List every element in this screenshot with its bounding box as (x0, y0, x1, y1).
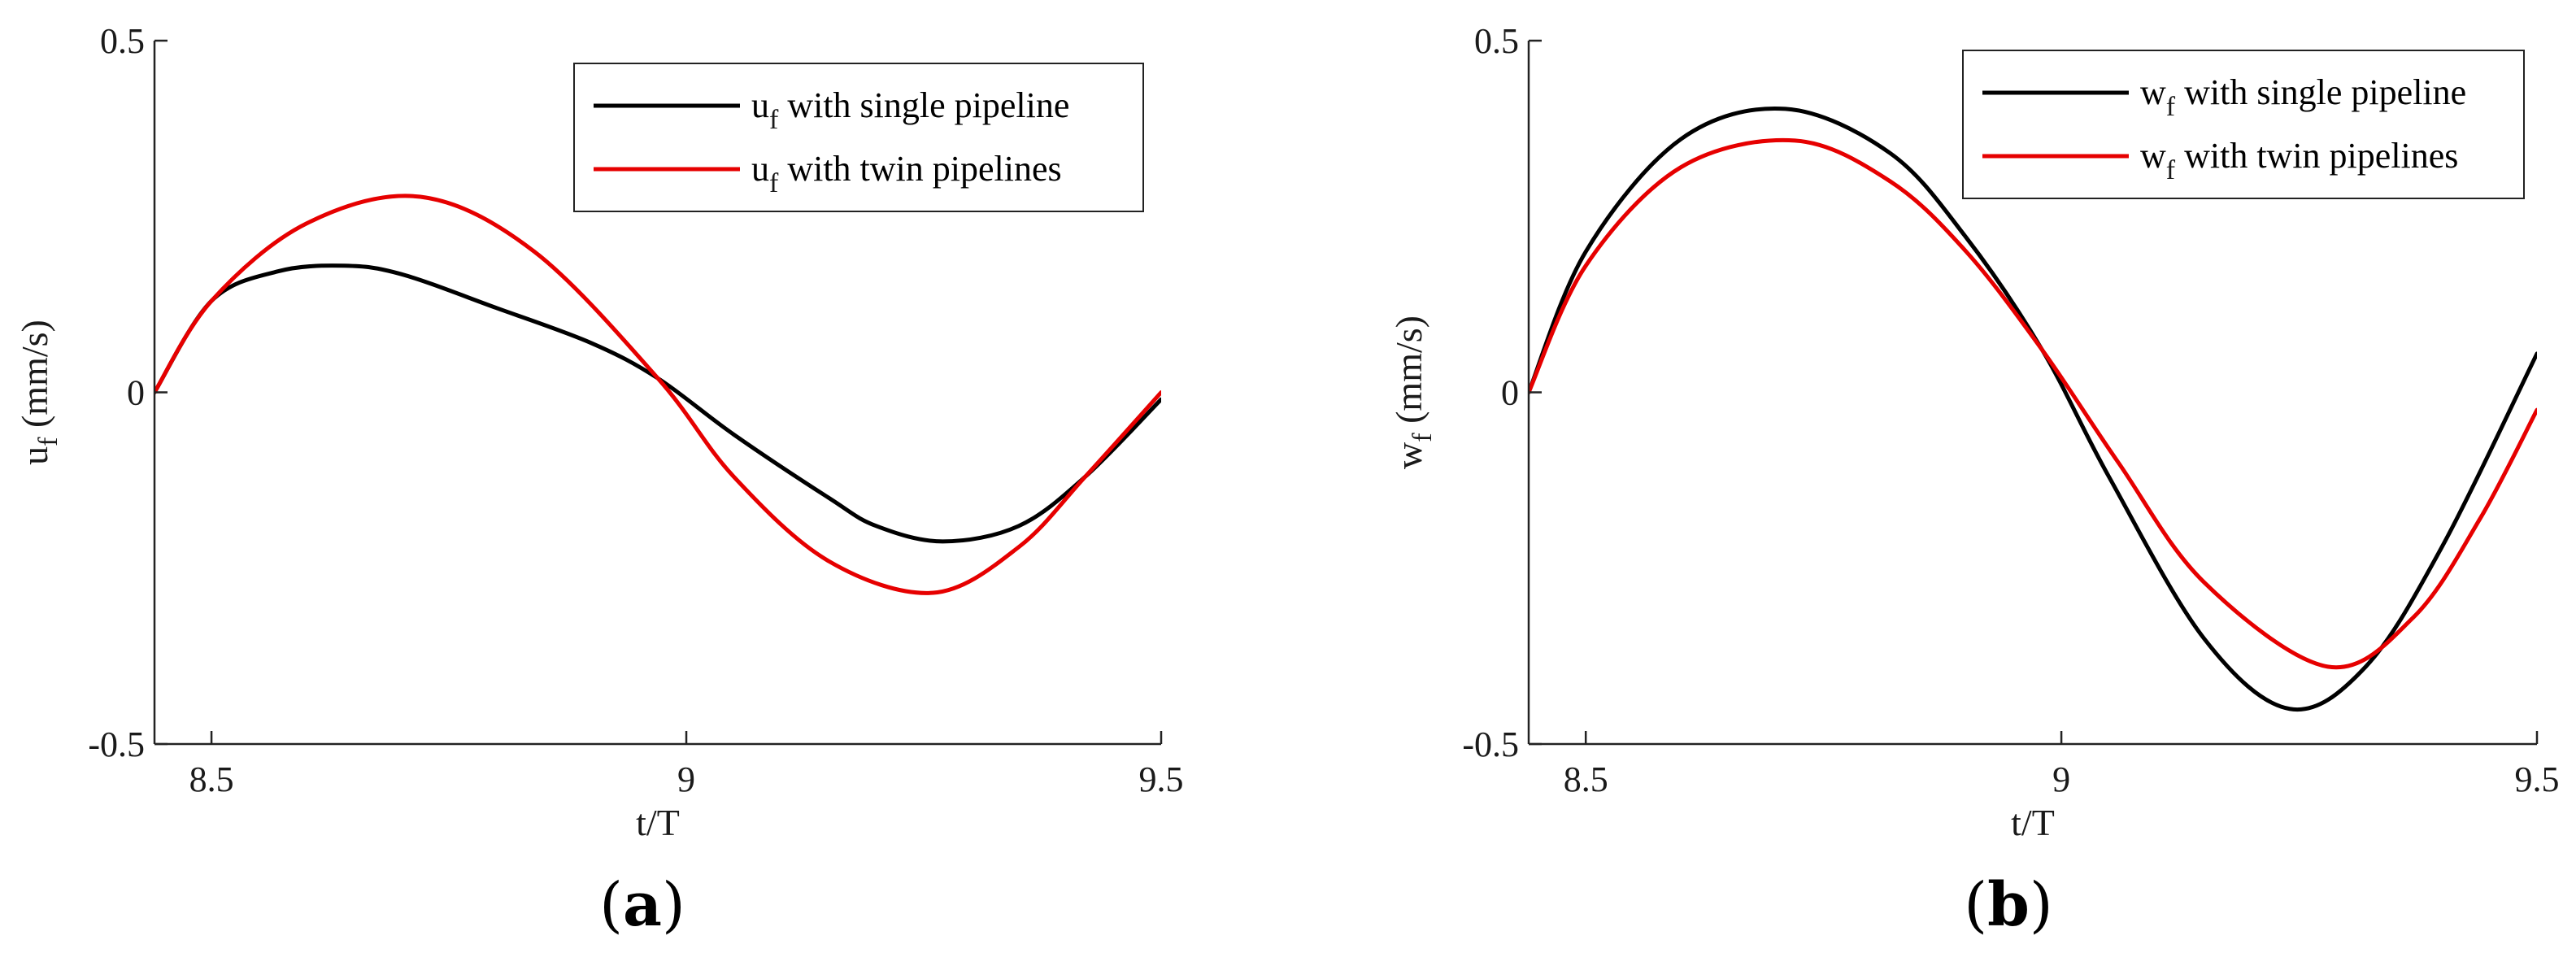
series-line-twin-pipelines (1529, 137, 2537, 670)
x-axis-label: t/T (2011, 802, 2055, 843)
y-axis-unit: (mm/s) (1388, 315, 1429, 433)
legend-subscript: f (2166, 155, 2176, 185)
y-axis-symbol: w (1388, 442, 1429, 469)
legend-text: with single pipeline (2175, 72, 2466, 112)
y-axis-symbol: u (14, 446, 55, 465)
panel-label-close: ) (2030, 870, 2053, 940)
legend-text: with twin pipelines (2175, 136, 2458, 176)
legend-symbol: w (2140, 72, 2166, 112)
panel-b: 8.5 9 9.5-0.500.5t/Twf (mm/s)wf with singl… (1388, 21, 2560, 940)
y-axis-label: uf (mm/s) (14, 320, 63, 465)
legend-box (1962, 50, 2525, 199)
x-tick-label: 9.5 (2515, 759, 2560, 799)
panel-label: (b) (1964, 870, 2053, 940)
panel-label-letter: b (1987, 870, 2030, 940)
legend-symbol: u (751, 149, 769, 189)
legend-symbol: u (751, 85, 769, 125)
y-tick-label: -0.5 (88, 725, 145, 764)
y-axis-unit: (mm/s) (14, 320, 55, 437)
series-line-twin-pipelines (154, 194, 1161, 595)
y-tick-label: 0 (127, 373, 145, 413)
x-tick-label: 9 (2052, 759, 2070, 799)
panel-label-open: ( (599, 870, 623, 940)
x-tick-label: 9.5 (1139, 759, 1184, 799)
x-tick-label: 9 (677, 759, 695, 799)
y-axis-subscript: f (33, 437, 63, 446)
y-tick-label: -0.5 (1462, 725, 1519, 764)
x-tick-label: 8.5 (1564, 759, 1608, 799)
legend-entry-label: wf with twin pipelines (2140, 136, 2458, 185)
y-axis-label: wf (mm/s) (1388, 315, 1438, 469)
panel-a: 8.5 9 9.5-0.500.5t/Tuf (mm/s)uf with singl… (14, 21, 1184, 940)
legend-text: with single pipeline (778, 85, 1069, 125)
y-tick-label: 0.5 (1474, 21, 1519, 61)
legend-box (573, 63, 1144, 212)
legend-symbol: w (2140, 136, 2166, 176)
panel-label-letter: a (623, 870, 662, 940)
panel-label: (a) (599, 870, 685, 940)
y-tick-label: 0.5 (100, 21, 145, 61)
legend-subscript: f (769, 105, 779, 135)
x-tick-label: 8.5 (189, 759, 234, 799)
y-axis-subscript: f (1408, 433, 1438, 442)
series-line-single-pipeline (154, 263, 1161, 544)
y-tick-label: 0 (1501, 373, 1519, 413)
panel-label-open: ( (1964, 870, 1987, 940)
panel-label-close: ) (662, 870, 685, 940)
x-axis-label: t/T (636, 802, 680, 843)
legend-text: with twin pipelines (778, 149, 1061, 189)
legend-subscript: f (769, 168, 779, 198)
legend-subscript: f (2166, 92, 2176, 122)
legend-entry-label: wf with single pipeline (2140, 72, 2466, 122)
legend-entry-label: uf with single pipeline (751, 85, 1069, 135)
legend-entry-label: uf with twin pipelines (751, 149, 1062, 198)
